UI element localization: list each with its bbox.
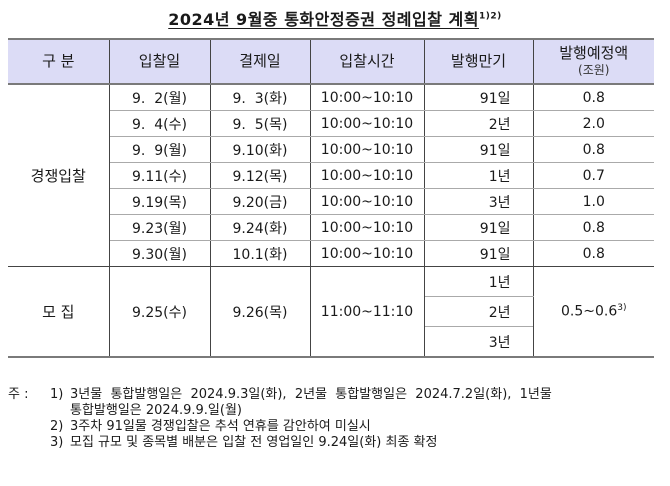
bid-time-cell: 10:00~10:10 — [309, 214, 425, 241]
bid-date-cell: 9.23(월) — [109, 214, 211, 241]
header-bid-time: 입찰시간 — [309, 38, 425, 85]
auction-plan-table: 구 분 입찰일 결제일 입찰시간 발행만기 발행예정액 (조원) 경쟁입찰 9.… — [8, 38, 654, 358]
header-amount-label: 발행예정액 — [559, 43, 629, 62]
settle-date-cell: 9. 3(화) — [209, 84, 311, 111]
table-header-row: 구 분 입찰일 결제일 입찰시간 발행만기 발행예정액 (조원) — [8, 38, 654, 85]
table-row-subscription: 모 집 9.25(수) 9.26(목) 11:00~11:10 1년 0.5~0… — [8, 266, 654, 358]
header-category: 구 분 — [8, 38, 110, 85]
document-title: 2024년 9월중 통화안정증권 정례입찰 계획1)2) — [0, 6, 670, 30]
header-amount: 발행예정액 (조원) — [532, 38, 654, 85]
bid-time-cell: 10:00~10:10 — [309, 188, 425, 215]
maturity-cell: 91일 — [423, 136, 534, 163]
footnotes: 주 : 1) 3년물 통합발행일은 2024.9.3일(화), 2년물 통합발행… — [8, 387, 668, 451]
bid-date-cell: 9.25(수) — [108, 266, 211, 358]
bid-date-cell: 9. 4(수) — [109, 110, 211, 137]
settle-date-cell: 9.26(목) — [209, 266, 311, 358]
footnote-text: 모집 규모 및 종목별 배분은 입찰 전 영업일인 9.24일(화) 최종 확정 — [70, 435, 438, 450]
table-row-subscription: 3년 — [8, 326, 654, 358]
settle-date-cell: 9.20(금) — [209, 188, 311, 215]
table-row: 9. 4(수) 9. 5(목) 10:00~10:10 2년 2.0 — [8, 110, 654, 137]
header-maturity: 발행만기 — [423, 38, 534, 85]
settle-date-cell: 9.24(화) — [209, 214, 311, 241]
title-footnote-ref: 1)2) — [478, 11, 502, 22]
amount-cell: 0.8 — [532, 214, 654, 241]
maturity-cell: 1년 — [423, 162, 534, 189]
amount-cell: 2.0 — [532, 110, 654, 137]
bid-time-cell: 10:00~10:10 — [309, 136, 425, 163]
table-row: 9.19(목) 9.20(금) 10:00~10:10 3년 1.0 — [8, 188, 654, 215]
footnote-number: 1) — [50, 387, 64, 402]
title-text: 2024년 9월중 통화안정증권 정례입찰 계획 — [168, 10, 479, 29]
category-subscription: 모 집 — [8, 266, 110, 358]
table-row-subscription: 2년 — [8, 296, 654, 327]
footnote-number: 2) — [50, 419, 64, 434]
bid-date-cell: 9.19(목) — [109, 188, 211, 215]
footnote-lead: 주 : — [8, 387, 29, 402]
footnote-text: 3주차 91일물 경쟁입찰은 추석 연휴를 감안하여 미실시 — [70, 419, 371, 434]
maturity-cell: 2년 — [423, 110, 534, 137]
maturity-cell: 91일 — [423, 84, 534, 111]
bid-date-cell: 9.30(월) — [109, 240, 211, 267]
header-amount-unit: (조원) — [578, 62, 610, 77]
footnote-line: 통합발행일은 2024.9.9.일(월) — [70, 403, 242, 418]
bid-time-cell: 11:00~11:10 — [309, 266, 425, 358]
maturity-cell: 2년 — [424, 296, 533, 327]
table-row: 경쟁입찰 9. 2(월) 9. 3(화) 10:00~10:10 91일 0.8 — [8, 84, 654, 267]
footnote-number: 3) — [50, 435, 64, 450]
amount-cell: 0.8 — [532, 240, 654, 267]
footnote-spacer — [8, 435, 50, 451]
footnote-spacer — [8, 419, 50, 435]
footnote-text: 3년물 통합발행일은 2024.9.3일(화), 2년물 통합발행일은 2024… — [70, 387, 668, 419]
header-settle-date: 결제일 — [209, 38, 311, 85]
table-row: 9.23(월) 9.24(화) 10:00~10:10 91일 0.8 — [8, 214, 654, 241]
footnote-3: 3) 모집 규모 및 종목별 배분은 입찰 전 영업일인 9.24일(화) 최종… — [8, 435, 668, 451]
settle-date-cell: 9.10(화) — [209, 136, 311, 163]
bid-time-cell: 10:00~10:10 — [309, 110, 425, 137]
amount-cell: 1.0 — [532, 188, 654, 215]
bid-date-cell: 9. 9(월) — [109, 136, 211, 163]
category-competitive: 경쟁입찰 — [8, 84, 110, 267]
bid-time-cell: 10:00~10:10 — [309, 84, 425, 111]
bid-date-cell: 9.11(수) — [109, 162, 211, 189]
settle-date-cell: 9. 5(목) — [209, 110, 311, 137]
table-row: 9.30(월) 10.1(화) 10:00~10:10 91일 0.8 — [8, 240, 654, 267]
footnote-2: 2) 3주차 91일물 경쟁입찰은 추석 연휴를 감안하여 미실시 — [8, 419, 668, 435]
footnote-line: 3년물 통합발행일은 2024.9.3일(화), 2년물 통합발행일은 2024… — [70, 387, 552, 402]
bid-time-cell: 10:00~10:10 — [309, 162, 425, 189]
maturity-cell: 91일 — [423, 214, 534, 241]
maturity-cell: 1년 — [423, 266, 534, 297]
header-bid-date: 입찰일 — [108, 38, 211, 85]
table-row: 9.11(수) 9.12(목) 10:00~10:10 1년 0.7 — [8, 162, 654, 189]
amount-cell: 0.7 — [532, 162, 654, 189]
bid-date-cell: 9. 2(월) — [108, 84, 211, 111]
maturity-cell: 3년 — [424, 326, 533, 358]
maturity-cell: 3년 — [423, 188, 534, 215]
bid-time-cell: 10:00~10:10 — [309, 240, 425, 267]
settle-date-cell: 10.1(화) — [209, 240, 311, 267]
amount-value: 0.5~0.6 — [560, 303, 618, 320]
amount-cell: 0.8 — [532, 84, 654, 111]
amount-footnote-ref: 3) — [617, 303, 627, 314]
amount-cell: 0.5~0.63) — [532, 266, 654, 358]
settle-date-cell: 9.12(목) — [209, 162, 311, 189]
footnote-1: 주 : 1) 3년물 통합발행일은 2024.9.3일(화), 2년물 통합발행… — [8, 387, 668, 419]
amount-cell: 0.8 — [532, 136, 654, 163]
table-row: 9. 9(월) 9.10(화) 10:00~10:10 91일 0.8 — [8, 136, 654, 163]
maturity-cell: 91일 — [423, 240, 534, 267]
